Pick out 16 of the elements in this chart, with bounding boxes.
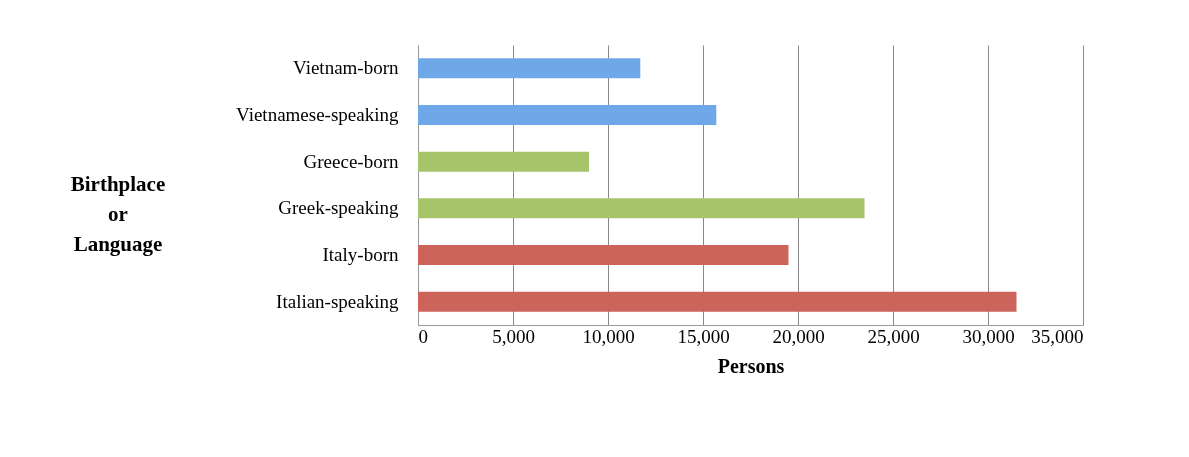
y-tick-label: Italy-born [322,244,399,266]
y-tick-label: Italian-speaking [276,290,399,312]
y-tick-label: Greek-speaking [278,197,399,219]
x-tick-label: 15,000 [677,325,730,347]
x-tick-label: 35,000 [1031,325,1084,347]
x-tick-label: 30,000 [962,325,1015,347]
x-tick-label: 20,000 [772,325,825,347]
x-tick-label: 5,000 [492,325,535,347]
y-tick-label: Vietnamese-speaking [236,103,399,125]
y-tick-label: Vietnam-born [293,57,399,79]
x-tick-label: 25,000 [867,325,920,347]
y-tick-label: Greece-born [303,150,399,172]
x-tick-label: 10,000 [582,325,635,347]
x-axis-title: Persons [717,354,785,377]
y-axis-title: Birthplace or Language [70,172,166,256]
x-tick-label: 0 [418,325,428,347]
